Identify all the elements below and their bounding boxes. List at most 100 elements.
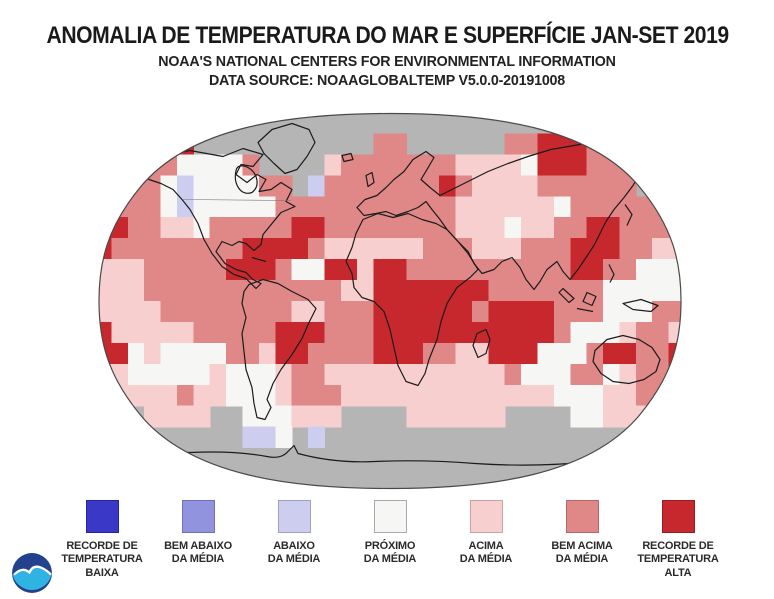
map-cell: [488, 301, 506, 323]
map-cell: [668, 217, 681, 239]
map-cell: [390, 280, 407, 302]
map-cell: [127, 280, 145, 302]
map-cell: [439, 321, 457, 344]
map-cell: [176, 175, 194, 197]
map-cell: [570, 280, 588, 302]
map-cell: [127, 384, 145, 407]
map-cell: [111, 280, 129, 302]
map-cell: [455, 259, 473, 281]
map-cell: [570, 342, 588, 365]
map-cell: [111, 238, 129, 260]
map-cell: [111, 342, 129, 365]
map-cell: [209, 259, 227, 281]
map-cell: [324, 363, 342, 386]
map-cell: [242, 301, 260, 323]
map-cell: [586, 342, 604, 365]
map-cell: [193, 321, 211, 344]
map-cell: [488, 321, 506, 344]
map-cell: [406, 405, 424, 428]
map-cell: [209, 321, 227, 344]
map-cell: [324, 321, 342, 344]
map-cell: [390, 217, 407, 239]
map-cell: [193, 175, 211, 197]
map-cell: [635, 301, 653, 323]
map-cell: [258, 321, 276, 344]
map-cell: [226, 175, 244, 197]
map-cell: [521, 175, 539, 197]
map-cell: [586, 301, 604, 323]
map-cell: [144, 384, 162, 407]
noaa-logo-gull-icon: [13, 565, 52, 576]
legend-swatch-m: [181, 500, 215, 533]
map-cell: [258, 342, 276, 365]
legend-label: RECORDE DE TEMPERATURA BAIXA: [61, 540, 143, 579]
map-cell: [209, 217, 227, 239]
map-cell: [340, 175, 358, 197]
map-cell: [455, 154, 473, 176]
map-cell: [471, 259, 489, 281]
map-cell: [455, 342, 473, 365]
legend-swatch-s: [565, 500, 599, 533]
map-cell: [258, 259, 276, 281]
map-cell: [553, 280, 571, 302]
legend-item: RECORDE DE TEMPERATURA BAIXA: [54, 500, 150, 580]
map-cell: [111, 154, 129, 176]
map-cell: [635, 342, 653, 365]
legend-swatch-r: [661, 500, 695, 533]
map-cell: [160, 405, 178, 428]
map-cell: [99, 321, 112, 344]
map-cell: [668, 384, 681, 407]
map-cell: [176, 280, 194, 302]
map-cell: [488, 154, 506, 176]
map-cell: [422, 384, 440, 407]
map-cell: [488, 342, 506, 365]
map-cell: [553, 363, 571, 386]
legend-label: BEM ACIMA DA MÉDIA: [551, 540, 613, 566]
map-cell: [422, 301, 440, 323]
map-cell: [373, 175, 391, 197]
map-cell: [553, 154, 571, 176]
map-cell: [504, 301, 522, 323]
map-cell: [455, 384, 473, 407]
map-cell: [471, 238, 489, 260]
map-cell: [226, 321, 244, 344]
map-cell: [586, 363, 604, 386]
map-cell: [668, 405, 681, 428]
map-cell: [308, 175, 326, 197]
header: ANOMALIA DE TEMPERATURA DO MAR E SUPERFÍ…: [0, 22, 774, 89]
map-cell: [488, 175, 506, 197]
map-cell: [635, 133, 653, 155]
map-cell: [258, 175, 276, 197]
map-cell: [455, 363, 473, 386]
map-cell: [439, 175, 457, 197]
map-cell: [603, 280, 621, 302]
map-cell: [439, 405, 457, 428]
map-cell: [603, 217, 621, 239]
map-cell: [439, 363, 457, 386]
map-cell: [652, 175, 670, 197]
map-cell: [99, 280, 112, 302]
map-cell: [226, 363, 244, 386]
map-cell: [619, 238, 637, 260]
map-cell: [537, 196, 555, 218]
map-cell: [635, 259, 653, 281]
map-cell: [144, 154, 162, 176]
map-cell: [340, 217, 358, 239]
map-cell: [357, 217, 375, 239]
map-cell: [635, 196, 653, 218]
map-cell: [373, 321, 391, 344]
anomaly-cells: [99, 133, 681, 449]
map-cell: [127, 363, 145, 386]
map-cell: [521, 301, 539, 323]
map-cell: [439, 342, 457, 365]
map-cell: [635, 238, 653, 260]
map-cell: [275, 217, 293, 239]
map-cell: [373, 259, 391, 281]
map-cell: [603, 384, 621, 407]
map-cell: [99, 259, 112, 281]
map-cell: [258, 384, 276, 407]
map-cell: [668, 154, 681, 176]
map-cell: [406, 154, 424, 176]
map-cell: [521, 384, 539, 407]
map-cell: [308, 363, 326, 386]
